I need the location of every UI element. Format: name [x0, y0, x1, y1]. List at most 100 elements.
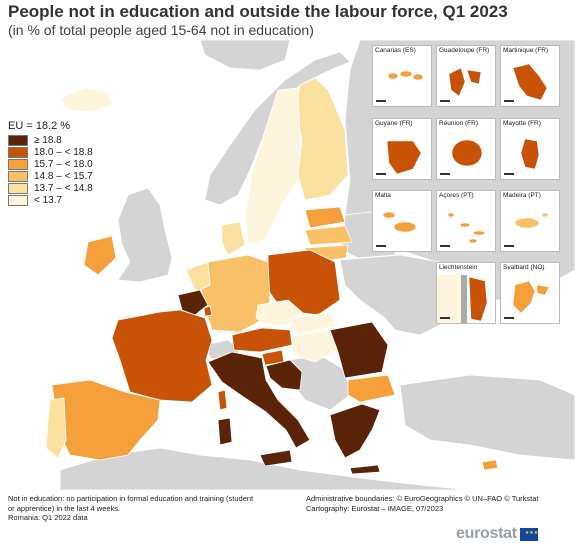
netherlands-region — [185, 261, 211, 293]
inset-mayotte: Mayotte (FR) — [500, 118, 560, 180]
inset-shape — [512, 63, 548, 101]
legend-label: < 13.7 — [34, 195, 63, 206]
scale-bar — [440, 100, 450, 102]
legend: EU = 18.2 % ≥ 18.8 18.0 – < 18.8 15.7 – … — [8, 120, 93, 207]
belgium-region — [177, 289, 209, 316]
legend-swatch — [8, 183, 28, 194]
inset-label: Guadeloupe (FR) — [439, 47, 490, 54]
finland-region — [295, 77, 349, 201]
inset-label: Malta — [375, 192, 391, 199]
map-subtitle: (in % of total people aged 15-64 not in … — [8, 22, 314, 38]
legend-item: < 13.7 — [8, 195, 93, 206]
scale-bar — [504, 100, 514, 102]
inset-martinique: Martinique (FR) — [500, 45, 560, 107]
inset-label: Liechtenstein — [439, 264, 478, 271]
sweden-region — [244, 87, 301, 246]
luxembourg-region — [203, 305, 213, 317]
inset-shape — [437, 275, 488, 323]
logo-text: eurostat — [456, 525, 517, 542]
inset-shape — [386, 140, 422, 175]
czechia-region — [255, 299, 303, 326]
inset-shape — [447, 212, 486, 244]
scale-bar — [504, 173, 514, 175]
footnote-line: Romania: Q1 2022 data — [8, 513, 88, 522]
inset-label: Madeira (PT) — [503, 192, 541, 199]
inset-shape — [448, 67, 482, 97]
poland-region — [267, 249, 341, 316]
inset-guadeloupe: Guadeloupe (FR) — [436, 45, 496, 107]
italy-region — [207, 351, 311, 449]
legend-item: 14.8 – < 15.7 — [8, 171, 93, 182]
croatia-region — [265, 359, 303, 391]
inset-acores: Açores (PT) — [436, 190, 496, 252]
hungary-region — [291, 329, 341, 363]
scale-bar — [376, 100, 386, 102]
inset-shape — [451, 139, 483, 167]
inset-shape — [387, 70, 424, 81]
sardinia-region — [217, 417, 233, 446]
inset-label: Réunion (FR) — [439, 120, 479, 127]
eu-flag-icon: ★★★ — [519, 527, 538, 541]
inset-guyane: Guyane (FR) — [372, 118, 432, 180]
scale-bar — [440, 317, 450, 319]
inset-label: Mayotte (FR) — [503, 120, 541, 127]
france-region — [111, 309, 213, 403]
sicily-region — [259, 449, 293, 467]
scale-bar — [504, 317, 514, 319]
ireland-region — [83, 235, 117, 276]
credit-line: Cartography: Eurostat – IMAGE, 07/2023 — [306, 503, 444, 513]
greece-region — [329, 403, 381, 459]
legend-title: EU = 18.2 % — [8, 120, 71, 132]
map-title: People not in education and outside the … — [8, 2, 508, 21]
uk-region — [117, 187, 173, 283]
inset-label: Martinique (FR) — [503, 47, 549, 54]
greenland-region — [199, 40, 291, 71]
scale-bar — [440, 173, 450, 175]
inset-shape — [512, 280, 550, 314]
legend-item: 13.7 – < 14.8 — [8, 183, 93, 194]
slovakia-region — [289, 311, 336, 335]
legend-swatch — [8, 195, 28, 206]
inset-canarias: Canarias (ES) — [372, 45, 432, 107]
footnote-line: or apprentice) in the last 4 weeks. — [8, 503, 121, 513]
inset-madeira: Madeira (PT) — [500, 190, 560, 252]
corsica-region — [217, 389, 228, 411]
scale-bar — [504, 245, 514, 247]
austria-region — [231, 327, 293, 353]
inset-svalbard: Svalbard (NO) — [500, 262, 560, 324]
inset-shape — [514, 212, 549, 229]
legend-swatch — [8, 135, 28, 146]
scale-bar — [376, 245, 386, 247]
iceland-region — [59, 87, 113, 113]
africa-region — [59, 447, 471, 490]
scale-bar — [376, 173, 386, 175]
inset-shape — [520, 138, 540, 170]
legend-item: 18.0 – < 18.8 — [8, 147, 93, 158]
estonia-region — [304, 206, 346, 229]
credit-line: Administrative boundaries: © EuroGeograp… — [306, 494, 539, 503]
norway-region — [204, 51, 351, 206]
footnotes: Not in education: no participation in fo… — [8, 494, 253, 523]
footnote-line: Not in education: no participation in fo… — [8, 494, 254, 503]
legend-label: ≥ 18.8 — [34, 135, 62, 146]
germany-region — [199, 254, 271, 333]
inset-label: Açores (PT) — [439, 192, 474, 199]
inset-label: Guyane (FR) — [375, 120, 413, 127]
legend-item: 15.7 – < 18.0 — [8, 159, 93, 170]
turkey-region — [399, 374, 575, 461]
inset-malta: Malta — [372, 190, 432, 252]
denmark-region — [221, 221, 246, 256]
legend-label: 13.7 – < 14.8 — [34, 183, 93, 194]
inset-reunion: Réunion (FR) — [436, 118, 496, 180]
portugal-region — [45, 397, 67, 459]
eurostat-logo: eurostat ★★★ — [456, 525, 538, 543]
romania-region — [329, 321, 389, 379]
cyprus-region — [481, 459, 499, 471]
credits: Administrative boundaries: © EuroGeograp… — [306, 494, 539, 513]
latvia-region — [304, 225, 353, 246]
legend-item: ≥ 18.8 — [8, 135, 93, 146]
legend-swatch — [8, 147, 28, 158]
legend-label: 18.0 – < 18.8 — [34, 147, 93, 158]
bulgaria-region — [347, 374, 396, 403]
legend-label: 14.8 – < 15.7 — [34, 171, 93, 182]
